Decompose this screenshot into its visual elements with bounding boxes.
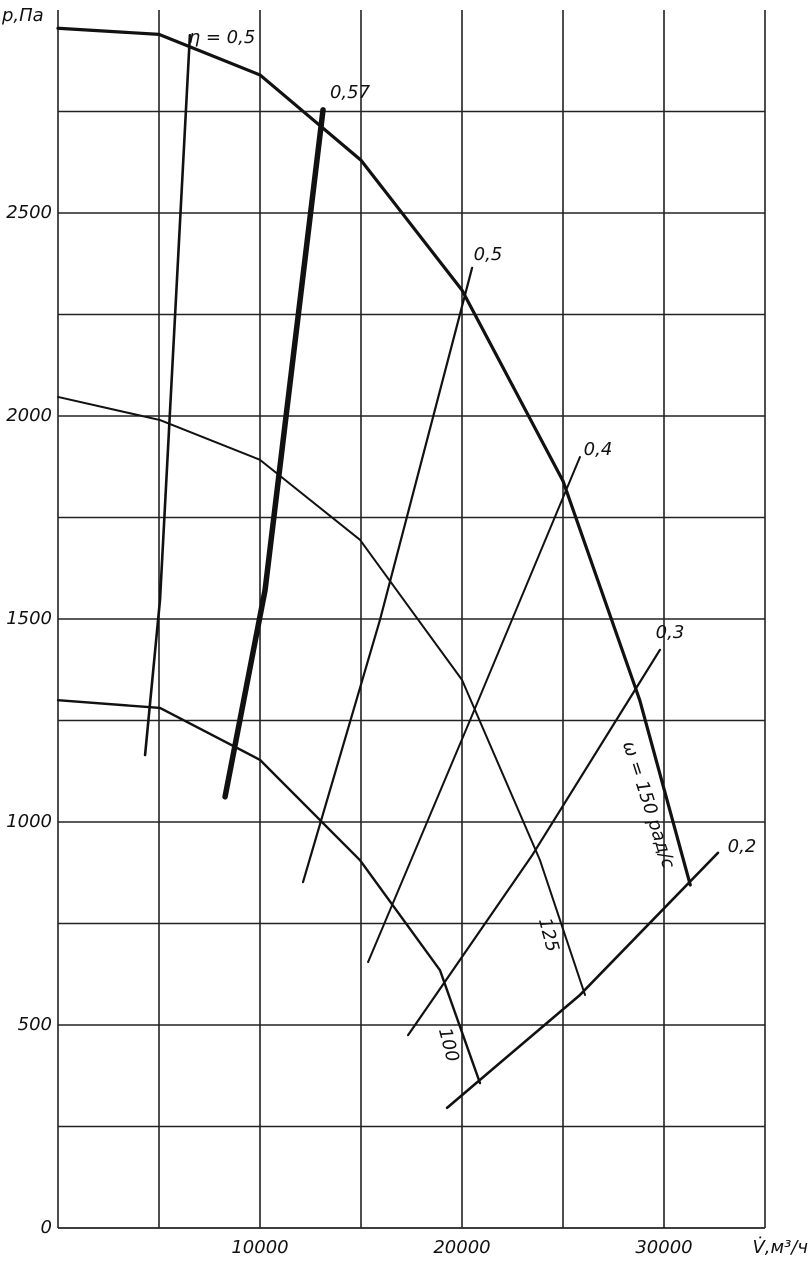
curve-label: 0,5: [474, 244, 503, 265]
x-tick-label: 30000: [635, 1237, 692, 1258]
curve-label: 0,2: [728, 836, 757, 857]
curve: [143, 33, 192, 757]
curve-label: 0,3: [656, 622, 685, 643]
curve-label: η = 0,5: [189, 27, 256, 48]
y-tick-label: 2500: [6, 202, 52, 223]
curve-label: 0,4: [584, 439, 613, 460]
curve-label: 100: [434, 1026, 463, 1065]
curve: [57, 395, 587, 996]
x-tick-label: 10000: [231, 1237, 288, 1258]
curve: [367, 456, 581, 964]
y-tick-label: 1000: [6, 811, 52, 832]
y-tick-label: 0: [41, 1217, 52, 1238]
curve: [445, 851, 720, 1110]
y-axis-label: p,Па: [1, 5, 44, 26]
x-axis-label: V̇,м³/ч: [752, 1237, 808, 1258]
curve: [222, 107, 326, 800]
curve-label: 0,57: [330, 82, 371, 103]
curve: [56, 699, 482, 1085]
x-tick-label: 20000: [433, 1237, 490, 1258]
curve: [301, 266, 474, 884]
curve: [56, 26, 692, 887]
y-tick-label: 500: [18, 1014, 52, 1035]
curve: [406, 648, 662, 1037]
y-tick-label: 1500: [6, 608, 52, 629]
curve-label: 125: [534, 916, 563, 955]
y-tick-label: 2000: [6, 405, 52, 426]
